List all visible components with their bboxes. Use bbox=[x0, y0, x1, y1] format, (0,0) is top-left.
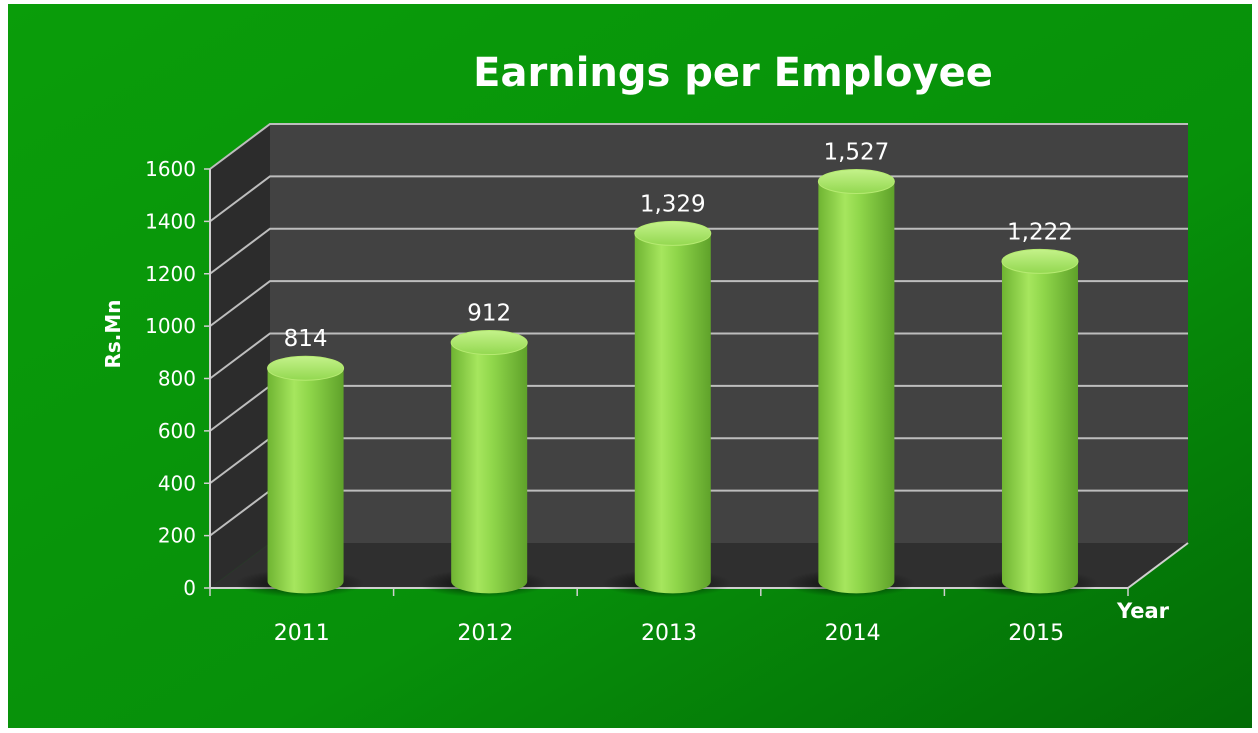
bar-top bbox=[450, 330, 528, 356]
data-label: 1,222 bbox=[1007, 219, 1073, 245]
y-axis-title: Rs.Mn bbox=[101, 299, 125, 368]
x-tick-label: 2013 bbox=[641, 621, 697, 646]
y-tick-label: 600 bbox=[158, 419, 196, 443]
bar bbox=[234, 355, 365, 598]
data-label: 912 bbox=[467, 301, 511, 327]
y-tick-label: 0 bbox=[183, 576, 196, 600]
bar bbox=[785, 169, 915, 598]
bar-body bbox=[451, 342, 528, 594]
bars bbox=[234, 169, 1099, 598]
x-tick-label: 2011 bbox=[274, 621, 330, 646]
bar bbox=[418, 330, 548, 598]
y-tick-label: 1400 bbox=[145, 209, 196, 233]
x-tick-label: 2012 bbox=[457, 621, 513, 646]
bar-top bbox=[1001, 248, 1079, 274]
data-label: 1,329 bbox=[640, 191, 706, 217]
x-tick-label: 2014 bbox=[825, 621, 881, 646]
gridline bbox=[209, 123, 1188, 170]
y-tick-label: 200 bbox=[158, 524, 196, 548]
data-label: 1,527 bbox=[823, 140, 889, 166]
bar-body bbox=[818, 181, 895, 594]
data-label: 814 bbox=[284, 326, 328, 352]
y-tick-label: 800 bbox=[158, 367, 196, 391]
floor-edge bbox=[1127, 542, 1189, 589]
bar-body bbox=[267, 368, 344, 594]
data-labels: 814 912 1,329 1,527 1,222 bbox=[284, 140, 1073, 353]
x-axis-title: Year bbox=[1116, 599, 1170, 623]
bar-top bbox=[267, 355, 345, 381]
x-axis-ticks: 2011 2012 2013 2014 2015 bbox=[209, 588, 1129, 646]
bar bbox=[969, 248, 1099, 598]
x-tick-label: 2015 bbox=[1008, 621, 1064, 646]
bar bbox=[602, 220, 732, 598]
bar-top bbox=[634, 220, 712, 246]
chart: Earnings per Employee 0 200 400 600 800 1000 1… bbox=[8, 4, 1252, 728]
chart-canvas: Earnings per Employee 0 200 400 600 800 1000 1… bbox=[8, 4, 1252, 728]
chart-title: Earnings per Employee bbox=[473, 50, 993, 96]
y-tick-label: 1600 bbox=[145, 157, 196, 181]
y-tick-label: 1000 bbox=[145, 314, 196, 338]
bar-top bbox=[817, 169, 895, 195]
y-tick-label: 400 bbox=[158, 471, 196, 495]
bar-body bbox=[634, 233, 711, 594]
y-axis-ticks: 0 200 400 600 800 1000 1200 1400 1600 bbox=[145, 157, 210, 600]
y-tick-label: 1200 bbox=[145, 262, 196, 286]
bar-body bbox=[1001, 261, 1078, 594]
